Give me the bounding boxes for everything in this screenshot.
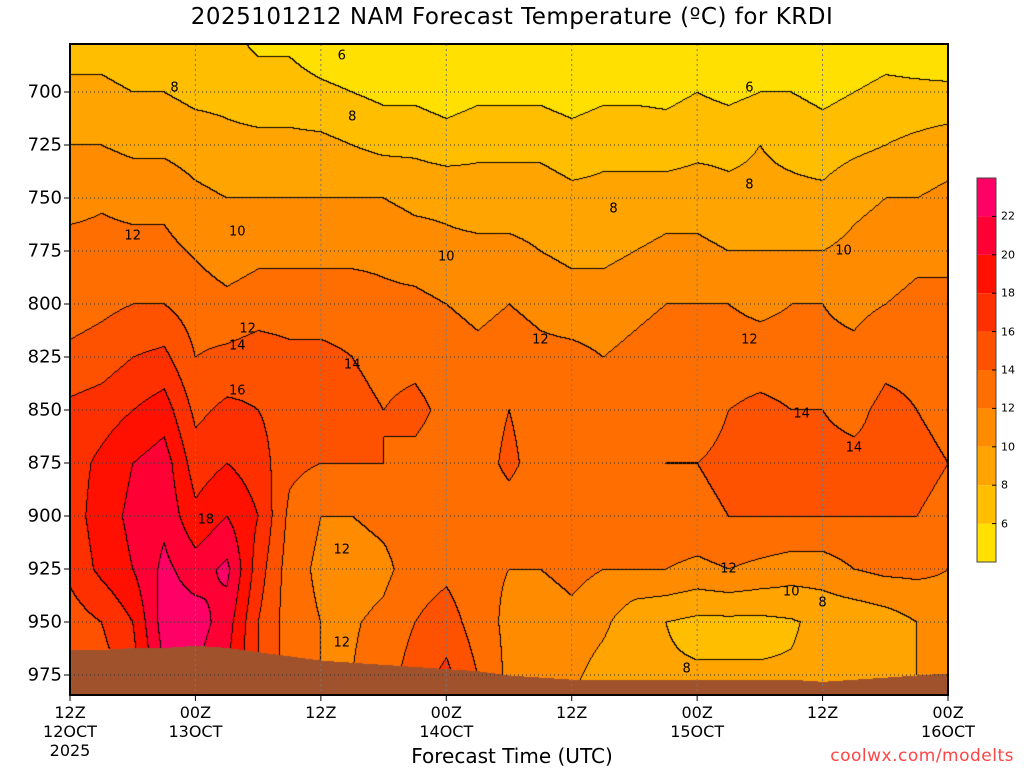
x-tick-label: 12Z (778, 703, 868, 722)
contour-label: 6 (337, 48, 346, 64)
colorbar-swatch (977, 446, 996, 486)
x-tick-label: 12Z 12OCT 2025 (25, 703, 115, 760)
contour-label: 8 (682, 661, 691, 677)
x-tick-label: 12Z (276, 703, 366, 722)
contour-label: 12 (124, 228, 141, 244)
x-tick-label-line: 12OCT (43, 722, 97, 741)
y-tick-label: 875 (27, 452, 62, 474)
x-tick-label-line: 12Z (556, 703, 588, 722)
x-tick-label-line: 00Z (932, 703, 964, 722)
colorbar-swatch (977, 370, 996, 409)
x-axis-title: Forecast Time (UTC) (411, 744, 613, 768)
x-tick-label-line: 13OCT (168, 722, 223, 741)
x-tick-label: 00Z 16OCT (903, 703, 993, 741)
y-tick-label: 900 (27, 505, 62, 527)
plot-frame (69, 43, 949, 696)
x-tick-label-line: 12Z (305, 703, 337, 722)
contour-label: 8 (745, 177, 754, 193)
colorbar-swatch (977, 293, 996, 332)
contour-label: 6 (745, 80, 754, 96)
contour-label: 12 (333, 542, 351, 558)
colorbar-swatch (977, 408, 996, 447)
colorbar-label: 20 (1001, 248, 1015, 262)
colorbar-label: 16 (1001, 325, 1015, 339)
colorbar-label: 6 (1001, 517, 1008, 531)
contour-label: 16 (228, 383, 246, 399)
colorbar-label: 10 (1001, 440, 1015, 454)
source-credit[interactable]: coolwx.com/modelts (830, 746, 1014, 766)
colorbar-label: 14 (1001, 363, 1015, 377)
colorbar-label: 8 (1001, 478, 1008, 492)
contour-label: 12 (741, 332, 758, 348)
contour-label: 12 (532, 332, 549, 348)
contour-label: 14 (793, 406, 810, 422)
contour-label: 14 (228, 338, 246, 354)
y-tick-label: 925 (27, 558, 62, 580)
contour-label: 10 (782, 584, 800, 600)
x-tick-label-line: 12Z (54, 703, 86, 722)
colorbar-swatch (977, 178, 996, 217)
x-tick-label-line: 16OCT (921, 722, 975, 741)
x-tick-label-line: 00Z (179, 703, 212, 722)
x-tick-label-line: 14OCT (419, 722, 474, 741)
x-tick-label-line: 2025 (49, 741, 91, 760)
contour-label: 8 (170, 80, 179, 96)
x-tick-label: 00Z 14OCT (401, 703, 491, 741)
x-tick-label: 00Z 15OCT (652, 703, 742, 741)
colorbar-label: 22 (1001, 209, 1015, 223)
temperature-contour-plot (70, 44, 948, 695)
contour-label: 14 (343, 357, 361, 373)
x-tick-label: 00Z 13OCT (150, 703, 240, 741)
contour-label: 18 (197, 512, 215, 528)
x-tick-label: 12Z (527, 703, 617, 722)
colorbar-label: 12 (1001, 401, 1015, 415)
contour-label: 12 (333, 635, 351, 651)
colorbar-swatch (977, 485, 996, 524)
y-tick-label: 850 (27, 399, 62, 421)
contour-label: 12 (239, 321, 256, 337)
chart-title: 2025101212 NAM Forecast Temperature (ºC)… (190, 4, 834, 30)
y-tick-label: 725 (27, 134, 62, 156)
colorbar-swatch (977, 331, 996, 370)
y-tick-label: 975 (27, 664, 62, 686)
contour-label: 8 (818, 595, 827, 611)
colorbar-swatch (977, 523, 996, 562)
contour-label: 8 (609, 201, 618, 217)
contour-label: 14 (845, 440, 863, 456)
x-tick-label-line: 15OCT (670, 722, 725, 741)
y-tick-label: 825 (27, 346, 62, 368)
contour-label: 12 (720, 561, 737, 577)
y-tick-label: 775 (27, 240, 62, 262)
y-tick-label: 700 (27, 81, 62, 103)
y-tick-label: 750 (27, 187, 62, 209)
x-tick-label-line: 00Z (430, 703, 462, 722)
colorbar-label: 18 (1001, 286, 1015, 300)
x-tick-label-line: 12Z (806, 703, 839, 722)
colorbar-swatch (977, 254, 996, 294)
contour-label: 8 (348, 109, 357, 125)
y-tick-label: 950 (27, 611, 62, 633)
x-tick-label-line: 00Z (681, 703, 713, 722)
colorbar-swatch (977, 216, 996, 255)
y-tick-label: 800 (27, 293, 62, 315)
contour-label: 10 (835, 243, 852, 259)
contour-label: 10 (228, 224, 246, 240)
contour-label: 10 (438, 249, 455, 265)
